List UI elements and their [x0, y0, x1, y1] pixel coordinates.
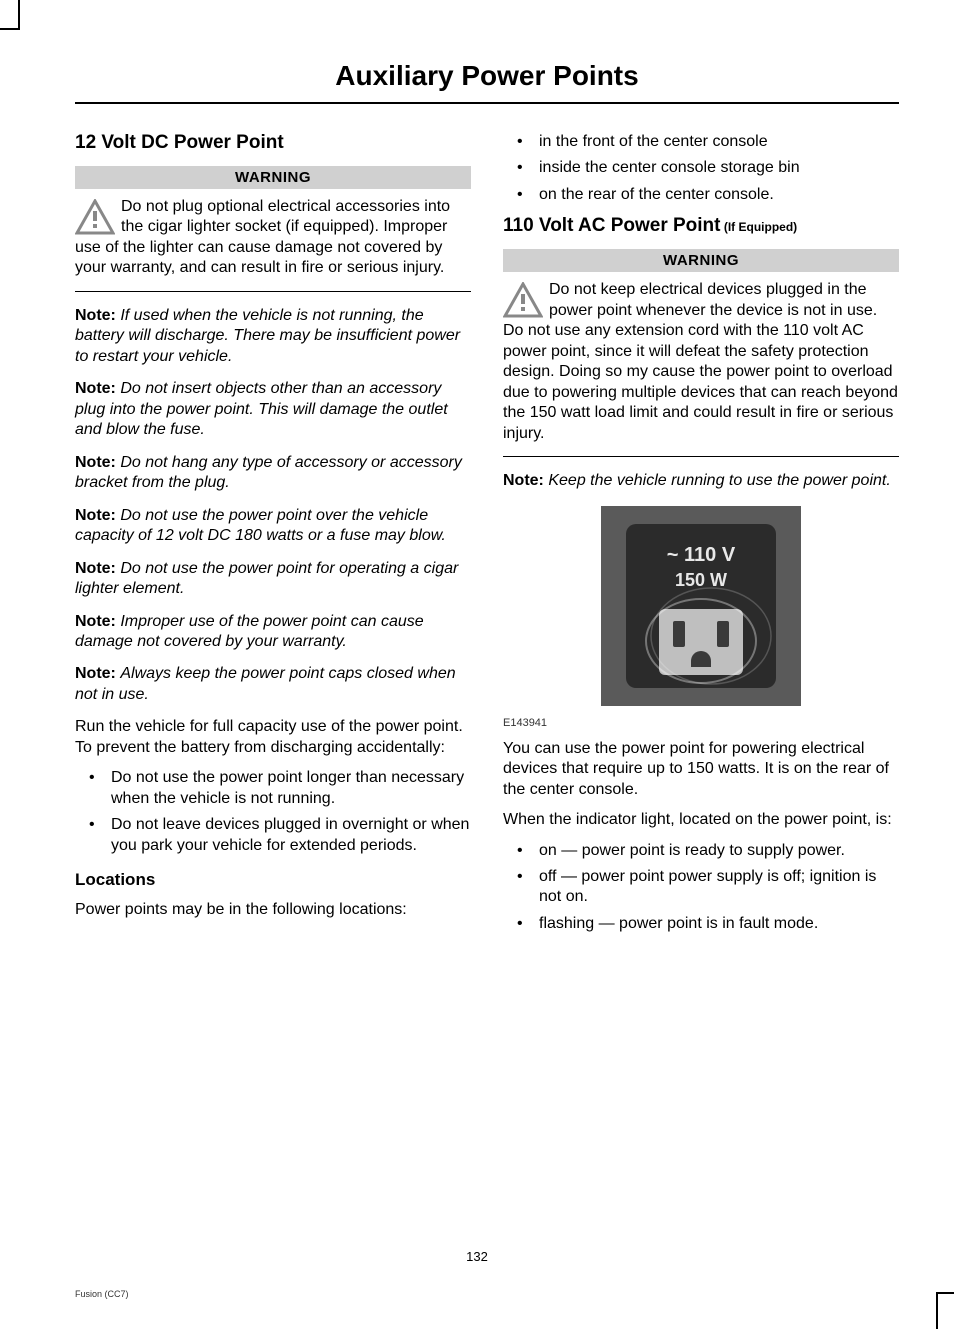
- right-column: in the front of the center console insid…: [503, 132, 899, 944]
- page-title: Auxiliary Power Points: [75, 60, 899, 104]
- note-block: Note: Do not use the power point for ope…: [75, 559, 471, 600]
- warning-heading: WARNING: [75, 166, 471, 189]
- footer-model: Fusion (CC7): [75, 1289, 129, 1299]
- crop-mark: [18, 0, 20, 30]
- note-body: Do not hang any type of accessory or acc…: [75, 454, 462, 491]
- note-body: Keep the vehicle running to use the powe…: [548, 472, 890, 489]
- subheading-locations: Locations: [75, 870, 471, 890]
- paragraph-locations: Power points may be in the following loc…: [75, 900, 471, 920]
- page-number: 132: [0, 1249, 954, 1264]
- list-item: Do not use the power point longer than n…: [75, 768, 471, 809]
- crop-mark: [936, 1292, 954, 1294]
- list-item: off — power point power supply is off; i…: [503, 867, 899, 908]
- note-block: Note: Keep the vehicle running to use th…: [503, 471, 899, 491]
- note-label: Note:: [75, 307, 116, 324]
- left-column: 12 Volt DC Power Point WARNING Do not pl…: [75, 132, 471, 944]
- figure-id: E143941: [503, 717, 899, 729]
- two-column-layout: 12 Volt DC Power Point WARNING Do not pl…: [75, 132, 899, 944]
- note-body: Always keep the power point caps closed …: [75, 665, 456, 702]
- list-item: flashing — power point is in fault mode.: [503, 914, 899, 934]
- note-body: If used when the vehicle is not running,…: [75, 307, 460, 365]
- warning-body-110v: Do not keep electrical devices plugged i…: [503, 280, 899, 457]
- bullet-list-indicator: on — power point is ready to supply powe…: [503, 841, 899, 935]
- note-label: Note:: [75, 665, 116, 682]
- note-label: Note:: [75, 560, 116, 577]
- note-label: Note:: [75, 454, 116, 471]
- note-body: Do not insert objects other than an acce…: [75, 380, 448, 438]
- paragraph-indicator: When the indicator light, located on the…: [503, 810, 899, 830]
- list-item: inside the center console storage bin: [503, 158, 899, 178]
- figure-power-outlet: ~ 110 V 150 W: [503, 506, 899, 711]
- crop-mark: [0, 28, 20, 30]
- power-outlet-illustration: ~ 110 V 150 W: [601, 506, 801, 706]
- note-block: Note: Always keep the power point caps c…: [75, 664, 471, 705]
- heading-suffix: (If Equipped): [721, 220, 798, 234]
- note-block: Note: Do not use the power point over th…: [75, 506, 471, 547]
- note-label: Note:: [75, 380, 116, 397]
- section-heading-12v: 12 Volt DC Power Point: [75, 132, 471, 154]
- list-item: on the rear of the center console.: [503, 185, 899, 205]
- warning-body-12v: Do not plug optional electrical accessor…: [75, 197, 471, 292]
- note-body: Improper use of the power point can caus…: [75, 613, 424, 650]
- warning-text: Do not plug optional electrical accessor…: [75, 198, 450, 276]
- warning-triangle-icon: [75, 199, 115, 235]
- note-block: Note: Do not insert objects other than a…: [75, 379, 471, 440]
- note-label: Note:: [503, 472, 544, 489]
- outlet-label-voltage: ~ 110 V: [667, 544, 736, 566]
- list-item: Do not leave devices plugged in overnigh…: [75, 815, 471, 856]
- warning-text: Do not keep electrical devices plugged i…: [503, 281, 898, 441]
- crop-mark: [936, 1292, 938, 1329]
- warning-triangle-icon: [503, 282, 543, 318]
- note-label: Note:: [75, 507, 116, 524]
- warning-heading: WARNING: [503, 249, 899, 272]
- paragraph-run-vehicle: Run the vehicle for full capacity use of…: [75, 717, 471, 758]
- heading-main: 110 Volt AC Power Point: [503, 215, 721, 236]
- note-label: Note:: [75, 613, 116, 630]
- note-block: Note: Improper use of the power point ca…: [75, 612, 471, 653]
- note-block: Note: Do not hang any type of accessory …: [75, 453, 471, 494]
- note-body: Do not use the power point over the vehi…: [75, 507, 446, 544]
- bullet-list-locations: in the front of the center console insid…: [503, 132, 899, 205]
- outlet-label-wattage: 150 W: [675, 570, 727, 590]
- note-body: Do not use the power point for operating…: [75, 560, 458, 597]
- list-item: on — power point is ready to supply powe…: [503, 841, 899, 861]
- section-heading-110v: 110 Volt AC Power Point (If Equipped): [503, 215, 899, 237]
- bullet-list-discharge: Do not use the power point longer than n…: [75, 768, 471, 856]
- list-item: in the front of the center console: [503, 132, 899, 152]
- note-block: Note: If used when the vehicle is not ru…: [75, 306, 471, 367]
- paragraph-use: You can use the power point for powering…: [503, 739, 899, 800]
